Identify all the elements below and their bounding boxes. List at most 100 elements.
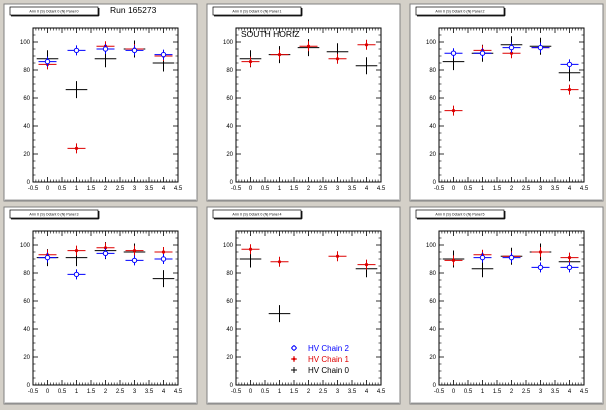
- data-point: [125, 245, 144, 256]
- x-tick-label: 3: [336, 389, 340, 395]
- panel-background: [206, 206, 401, 405]
- y-tick-label: 60: [23, 96, 30, 102]
- data-point: [560, 252, 579, 263]
- y-tick-label: 80: [226, 68, 233, 74]
- x-tick-label: 1.5: [493, 186, 502, 192]
- panel-annotation: SOUTH HORIZ: [241, 29, 300, 39]
- data-point: [67, 45, 86, 56]
- y-tick-label: 80: [226, 271, 233, 277]
- data-point: [560, 262, 579, 273]
- legend-entry: HV Chain 2: [291, 344, 349, 353]
- legend-label: HV Chain 0: [308, 366, 349, 375]
- x-tick-label: 1.5: [87, 186, 96, 192]
- x-tick-label: 2.5: [522, 186, 531, 192]
- data-point: [241, 244, 260, 255]
- series-star: [241, 39, 376, 67]
- x-tick-label: 1.5: [87, 389, 96, 395]
- x-tick-label: 0.5: [261, 186, 270, 192]
- x-tick-label: 0.5: [464, 389, 473, 395]
- data-point: [328, 251, 347, 262]
- x-tick-label: 0.5: [58, 389, 67, 395]
- data-point: [560, 59, 579, 70]
- x-tick-label: 0: [249, 186, 253, 192]
- x-tick-label: 4: [162, 389, 166, 395]
- x-tick-label: -0.5: [231, 186, 242, 192]
- y-tick-label: 60: [226, 299, 233, 305]
- data-point: [125, 255, 144, 266]
- y-tick-label: 0: [230, 180, 234, 186]
- x-tick-label: 2: [104, 389, 108, 395]
- data-point: [125, 45, 144, 56]
- data-point: [270, 49, 289, 60]
- chart-panel-3: Arm 0 (S) Octant 0 (N) Panel 3-0.5 0 0.5 1 1…: [3, 206, 198, 405]
- y-tick-label: 0: [27, 383, 31, 389]
- data-point: [444, 48, 463, 59]
- x-tick-label: 1.5: [493, 389, 502, 395]
- x-tick-label: 2.5: [319, 186, 328, 192]
- y-tick-label: 20: [429, 152, 436, 158]
- x-tick-label: -0.5: [434, 389, 445, 395]
- panel-title-box: [9, 209, 99, 219]
- y-tick-label: 60: [429, 96, 436, 102]
- series-circle: [444, 42, 579, 70]
- data-point: [38, 252, 57, 263]
- data-point: [444, 105, 463, 116]
- y-tick-label: 0: [433, 383, 437, 389]
- x-tick-label: 4.5: [580, 389, 589, 395]
- y-tick-label: 100: [426, 243, 437, 249]
- x-tick-label: 3.5: [145, 186, 154, 192]
- data-point: [471, 260, 494, 278]
- y-tick-label: 40: [23, 327, 30, 333]
- data-point: [502, 252, 521, 263]
- y-tick-label: 40: [226, 124, 233, 130]
- data-point: [355, 57, 378, 75]
- y-tick-label: 100: [223, 40, 234, 46]
- legend: HV Chain 2 HV Chain 1 HV Chain 0: [291, 344, 349, 375]
- panel-title: Arm 0 (S) Octant 0 (N) Panel 0: [29, 10, 78, 14]
- data-point: [270, 256, 289, 267]
- x-tick-label: 0: [46, 389, 50, 395]
- x-tick-label: 2.5: [116, 186, 125, 192]
- y-tick-label: 40: [429, 124, 436, 130]
- x-tick-label: 0: [452, 389, 456, 395]
- y-tick-label: 20: [226, 152, 233, 158]
- y-tick-label: 80: [23, 271, 30, 277]
- panel-title-box: [212, 209, 302, 219]
- x-tick-label: 1.5: [290, 186, 299, 192]
- x-tick-label: 2: [307, 389, 311, 395]
- data-point: [531, 247, 550, 257]
- chart-panel-4: Arm 0 (S) Octant 0 (N) Panel 4-0.5 0 0.5 1 1…: [206, 206, 401, 405]
- panel-title: Arm 0 (S) Octant 0 (N) Panel 2: [435, 10, 484, 14]
- series-circle: [38, 44, 173, 67]
- x-tick-label: 3.5: [348, 389, 357, 395]
- x-tick-label: 3: [336, 186, 340, 192]
- y-tick-label: 0: [27, 180, 31, 186]
- x-tick-label: 2: [510, 389, 514, 395]
- data-point: [241, 56, 260, 67]
- x-tick-label: 1: [75, 389, 79, 395]
- x-tick-label: 1.5: [290, 389, 299, 395]
- y-tick-label: 100: [20, 243, 31, 249]
- panel-title: Arm 0 (S) Octant 0 (N) Panel 3: [29, 213, 78, 217]
- x-tick-label: 4: [365, 389, 369, 395]
- legend-label: HV Chain 2: [308, 344, 349, 353]
- y-tick-label: 20: [226, 355, 233, 361]
- x-tick-label: 4.5: [377, 389, 386, 395]
- data-point: [560, 84, 579, 95]
- run-label: Run 165273: [110, 5, 157, 15]
- x-tick-label: 4.5: [174, 389, 183, 395]
- series-star: [241, 244, 376, 270]
- x-tick-label: -0.5: [434, 186, 445, 192]
- y-tick-label: 80: [23, 68, 30, 74]
- x-tick-label: 4.5: [377, 186, 386, 192]
- panel-background: [409, 3, 604, 202]
- x-tick-label: 0: [452, 186, 456, 192]
- data-point: [96, 248, 115, 259]
- x-tick-label: -0.5: [28, 186, 39, 192]
- data-point: [357, 39, 376, 50]
- data-point: [154, 49, 173, 60]
- series-circle: [473, 252, 579, 273]
- y-tick-label: 60: [23, 299, 30, 305]
- data-point: [152, 270, 175, 288]
- x-tick-label: 2.5: [319, 389, 328, 395]
